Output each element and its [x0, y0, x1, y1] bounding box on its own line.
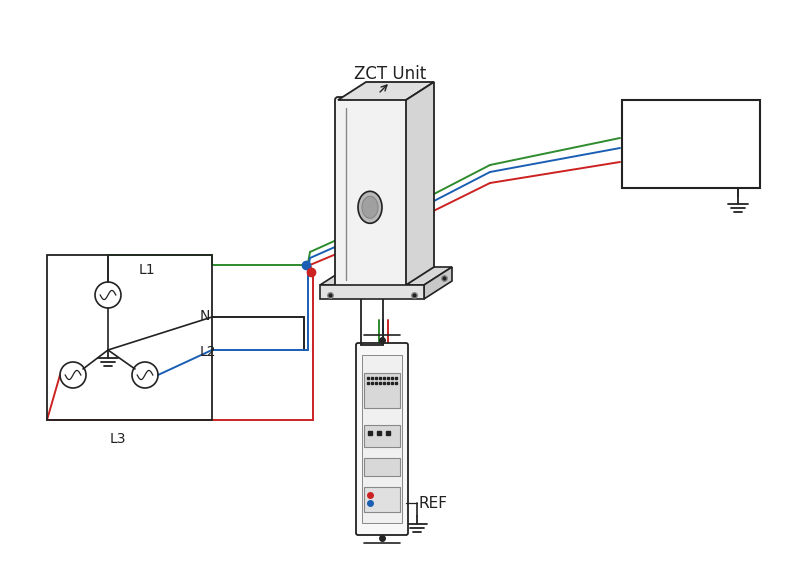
Bar [364, 425, 400, 447]
Polygon shape [406, 82, 434, 285]
Ellipse shape [362, 196, 378, 218]
Polygon shape [320, 267, 452, 285]
Text: L1: L1 [138, 263, 155, 277]
Bar [362, 355, 402, 523]
Text: L3: L3 [109, 432, 126, 446]
Text: N: N [200, 309, 210, 323]
Polygon shape [424, 267, 452, 299]
Bar [47, 255, 212, 420]
Text: L2: L2 [200, 345, 217, 359]
Bar [364, 487, 400, 512]
Bar [622, 100, 760, 188]
Bar [320, 285, 424, 299]
Bar [364, 458, 400, 476]
Polygon shape [338, 82, 434, 100]
Text: REF: REF [418, 496, 447, 511]
FancyBboxPatch shape [356, 343, 408, 535]
Text: Equipment/
Inverter: Equipment/ Inverter [645, 126, 737, 162]
FancyBboxPatch shape [335, 97, 409, 288]
Ellipse shape [358, 191, 382, 223]
Text: ZCT Unit: ZCT Unit [354, 65, 426, 83]
Bar [364, 373, 400, 408]
